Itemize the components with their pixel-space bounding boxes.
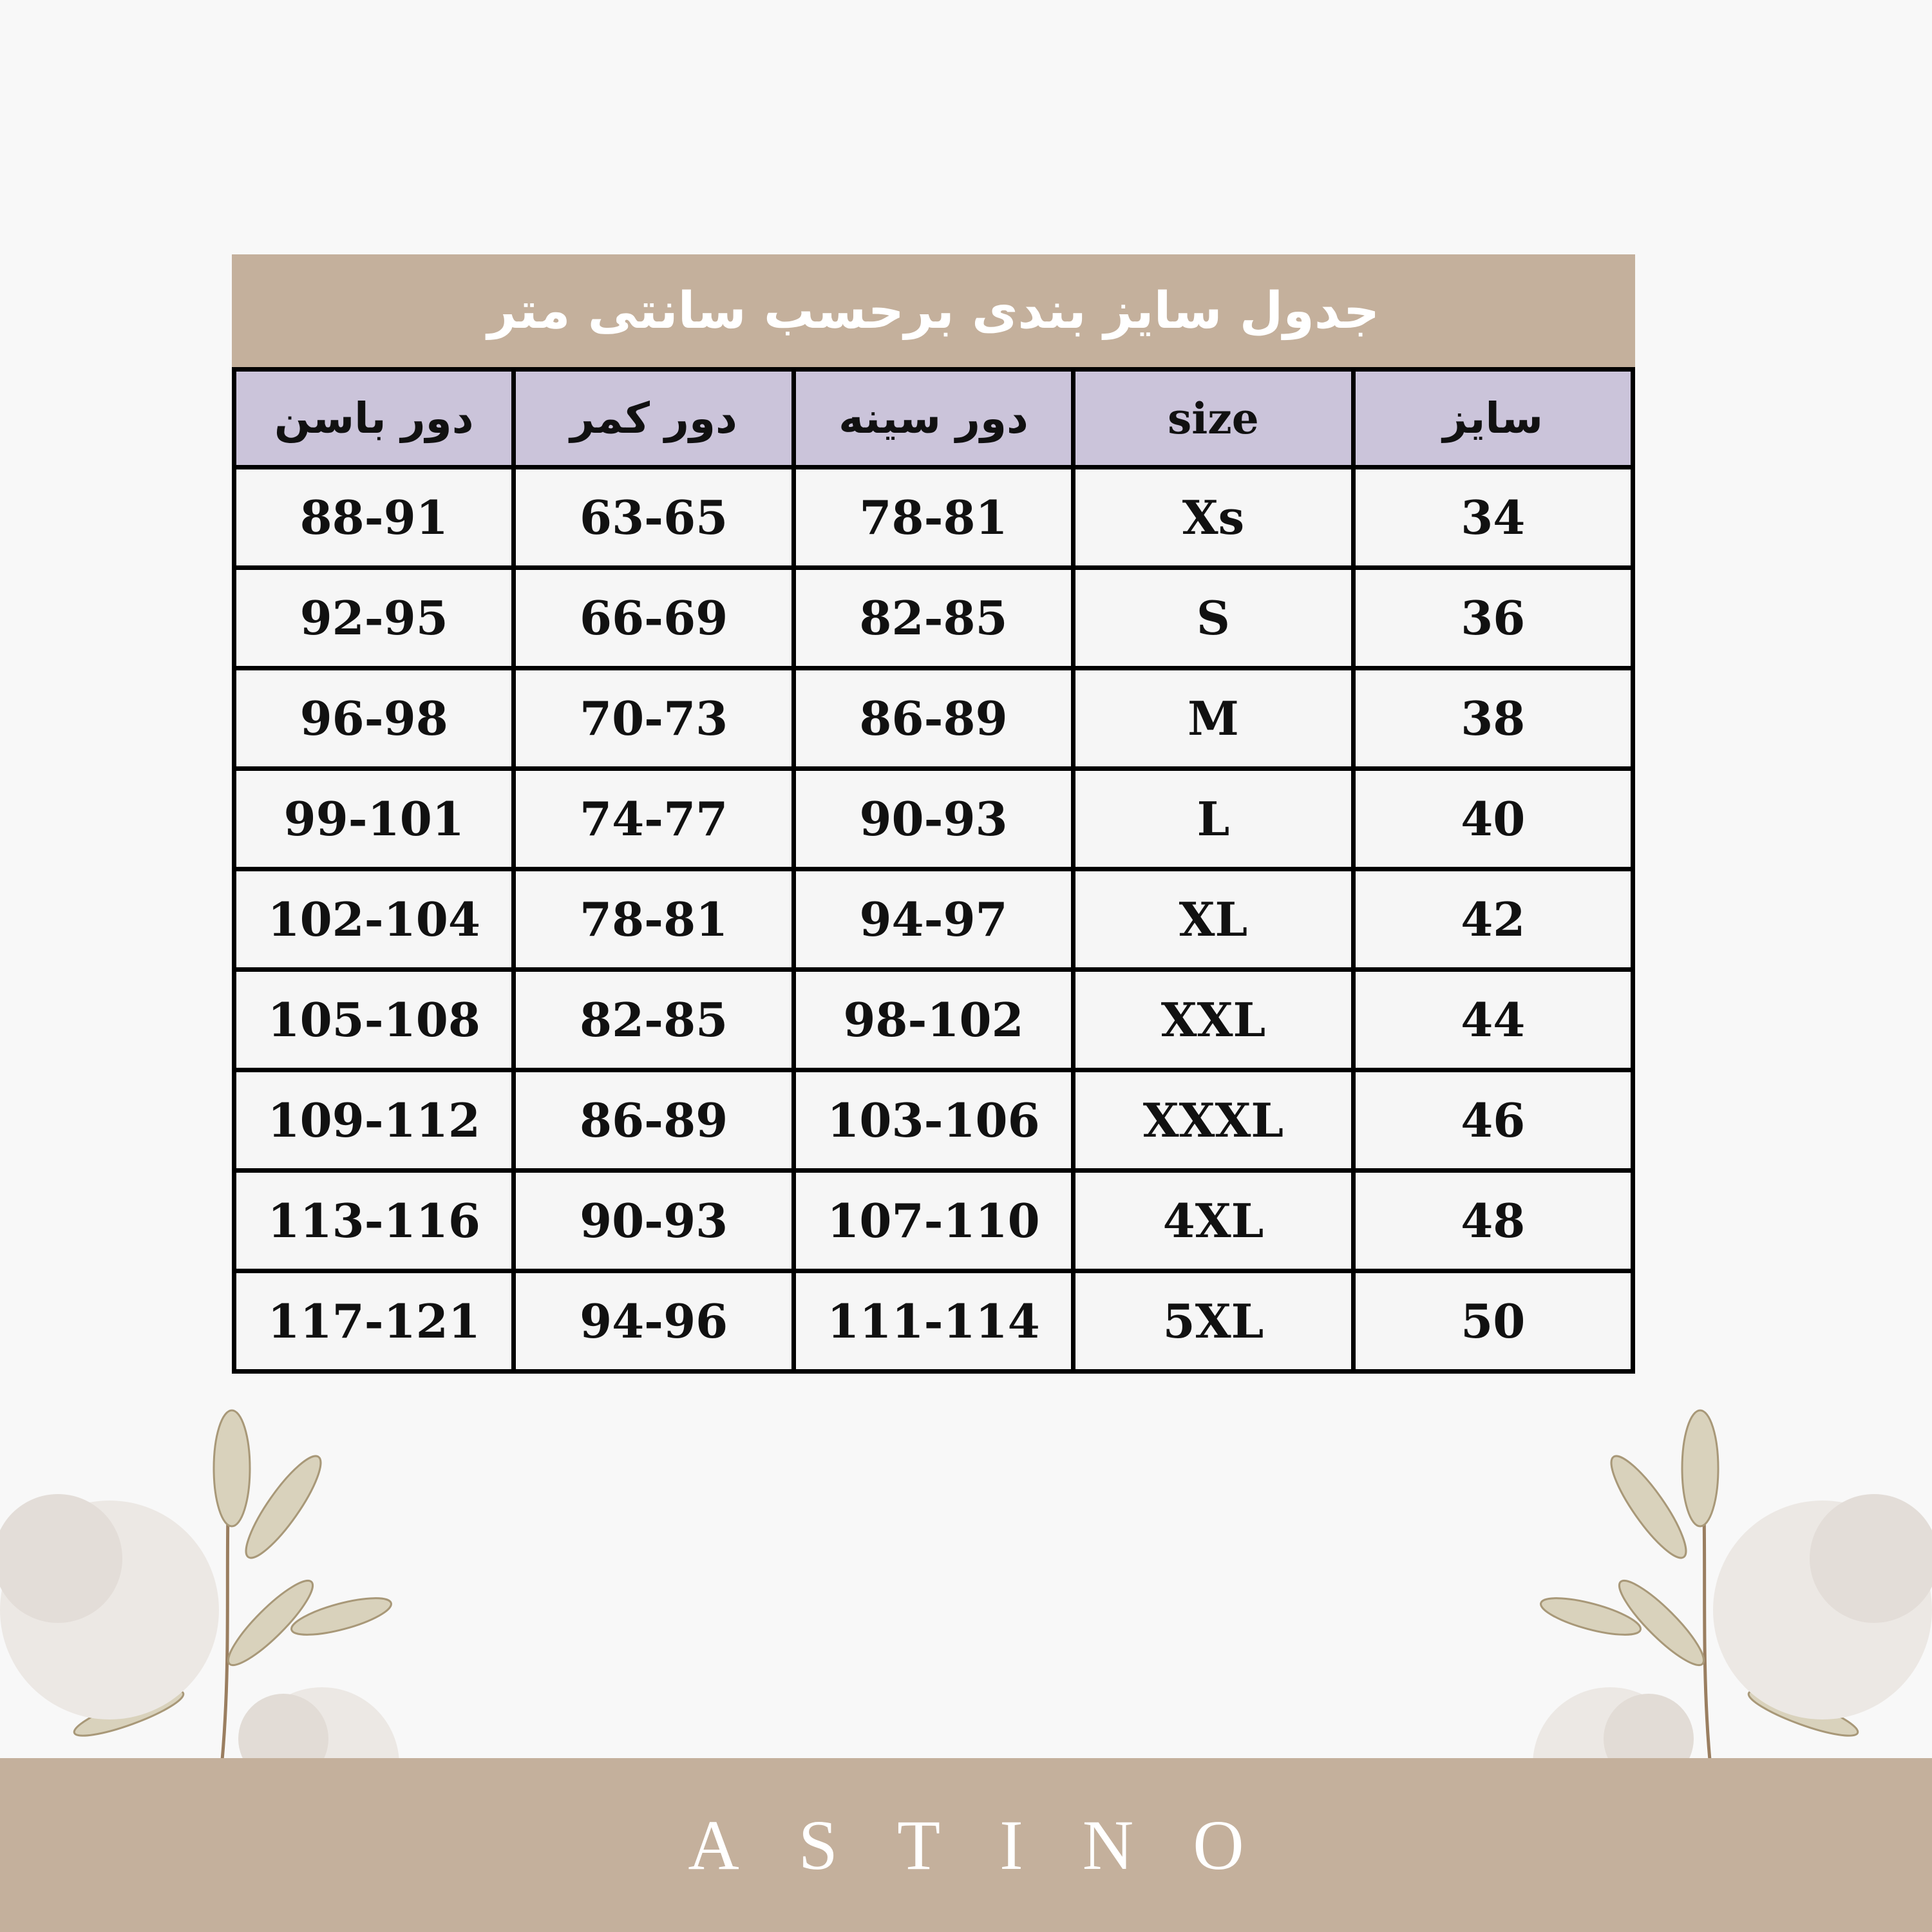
cell-size-number: 48 bbox=[1350, 1168, 1636, 1273]
cell-chest: 94-97 bbox=[791, 867, 1076, 972]
header-row: سایز size دور سینه دور کمر دور باسن bbox=[231, 367, 1636, 469]
cell-waist: 94-96 bbox=[511, 1269, 796, 1374]
cell-waist: 78-81 bbox=[511, 867, 796, 972]
cell-size-number: 36 bbox=[1350, 565, 1636, 670]
cell-hip: 99-101 bbox=[231, 766, 516, 871]
table-title: جدول سایز بندی برحسب سانتی متر bbox=[487, 281, 1380, 340]
cell-size-label: S bbox=[1071, 565, 1356, 670]
cell-size-label: Xs bbox=[1071, 465, 1356, 570]
size-chart-table: سایز size دور سینه دور کمر دور باسن 34 Xs… bbox=[231, 367, 1636, 1374]
cell-hip: 102-104 bbox=[231, 867, 516, 972]
cell-size-number: 50 bbox=[1350, 1269, 1636, 1374]
cell-hip: 117-121 bbox=[231, 1269, 516, 1374]
cell-chest: 107-110 bbox=[791, 1168, 1076, 1273]
cell-size-label: L bbox=[1071, 766, 1356, 871]
table-row: 46 XXXL 103-106 86-89 109-112 bbox=[231, 1068, 1636, 1173]
cell-size-label: XXXL bbox=[1071, 1068, 1356, 1173]
cell-chest: 82-85 bbox=[791, 565, 1076, 670]
cell-hip: 96-98 bbox=[231, 666, 516, 771]
cell-waist: 86-89 bbox=[511, 1068, 796, 1173]
cell-size-label: XL bbox=[1071, 867, 1356, 972]
header-size: size bbox=[1071, 367, 1356, 469]
header-chest: دور سینه bbox=[791, 367, 1076, 469]
cell-size-label: 5XL bbox=[1071, 1269, 1356, 1374]
cell-hip: 109-112 bbox=[231, 1068, 516, 1173]
table-row: 34 Xs 78-81 63-65 88-91 bbox=[231, 465, 1636, 570]
table-row: 48 4XL 107-110 90-93 113-116 bbox=[231, 1168, 1636, 1273]
cell-size-number: 46 bbox=[1350, 1068, 1636, 1173]
cell-hip: 105-108 bbox=[231, 967, 516, 1072]
header-waist: دور کمر bbox=[511, 367, 796, 469]
table-row: 50 5XL 111-114 94-96 117-121 bbox=[231, 1269, 1636, 1374]
cell-size-label: M bbox=[1071, 666, 1356, 771]
cell-chest: 111-114 bbox=[791, 1269, 1076, 1374]
table-row: 42 XL 94-97 78-81 102-104 bbox=[231, 867, 1636, 972]
cell-hip: 113-116 bbox=[231, 1168, 516, 1273]
table-row: 36 S 82-85 66-69 92-95 bbox=[231, 565, 1636, 670]
cell-chest: 103-106 bbox=[791, 1068, 1076, 1173]
header-size-number: سایز bbox=[1350, 367, 1636, 469]
cell-chest: 90-93 bbox=[791, 766, 1076, 871]
cell-size-number: 34 bbox=[1350, 465, 1636, 570]
cell-waist: 66-69 bbox=[511, 565, 796, 670]
cell-waist: 74-77 bbox=[511, 766, 796, 871]
cell-waist: 90-93 bbox=[511, 1168, 796, 1273]
cell-chest: 78-81 bbox=[791, 465, 1076, 570]
cell-chest: 98-102 bbox=[791, 967, 1076, 1072]
brand-footer: ASTINO bbox=[0, 1758, 1932, 1932]
cell-waist: 70-73 bbox=[511, 666, 796, 771]
cell-size-number: 38 bbox=[1350, 666, 1636, 771]
cell-hip: 88-91 bbox=[231, 465, 516, 570]
title-banner: جدول سایز بندی برحسب سانتی متر bbox=[232, 254, 1635, 367]
cell-size-number: 40 bbox=[1350, 766, 1636, 871]
cell-size-label: XXL bbox=[1071, 967, 1356, 1072]
cell-size-number: 44 bbox=[1350, 967, 1636, 1072]
cell-waist: 63-65 bbox=[511, 465, 796, 570]
cell-size-number: 42 bbox=[1350, 867, 1636, 972]
table-row: 38 M 86-89 70-73 96-98 bbox=[231, 666, 1636, 771]
cell-hip: 92-95 bbox=[231, 565, 516, 670]
brand-name: ASTINO bbox=[688, 1805, 1303, 1884]
cell-size-label: 4XL bbox=[1071, 1168, 1356, 1273]
cell-waist: 82-85 bbox=[511, 967, 796, 1072]
cell-chest: 86-89 bbox=[791, 666, 1076, 771]
table-row: 44 XXL 98-102 82-85 105-108 bbox=[231, 967, 1636, 1072]
table-row: 40 L 90-93 74-77 99-101 bbox=[231, 766, 1636, 871]
header-hip: دور باسن bbox=[231, 367, 516, 469]
